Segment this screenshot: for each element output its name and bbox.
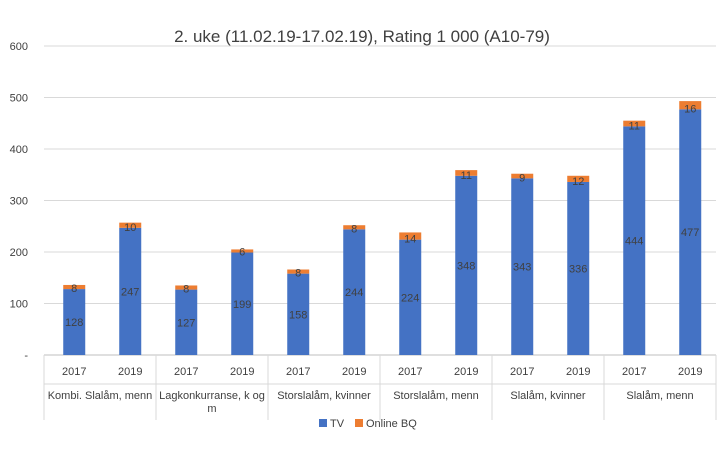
y-tick-label-3: 300	[10, 196, 28, 208]
y-tick-label-2: 200	[10, 247, 28, 259]
bar-online-2	[175, 285, 198, 290]
x-tick-label-year-0: 2017	[62, 366, 86, 378]
x-tick-label-year-8: 2017	[510, 366, 534, 378]
x-tick-label-year-5: 2019	[342, 366, 366, 378]
bar-online-11	[679, 101, 702, 110]
legend-label-online: Online BQ	[366, 418, 417, 430]
x-tick-label-year-1: 2019	[118, 366, 142, 378]
bar-tv-11	[679, 109, 702, 355]
bar-online-6	[399, 232, 422, 240]
x-group-label-1-line-0: Lagkonkurranse, k og	[159, 390, 265, 402]
bar-online-4	[287, 269, 310, 274]
y-tick-label-6: 600	[10, 41, 28, 53]
data-label-tv-11: 477	[681, 227, 699, 239]
data-label-online-1: 10	[124, 222, 136, 234]
x-tick-label-year-6: 2017	[398, 366, 422, 378]
data-label-tv-0: 128	[65, 317, 83, 329]
bar-online-9	[567, 175, 590, 182]
x-tick-label-year-9: 2019	[566, 366, 590, 378]
x-tick-label-year-4: 2017	[286, 366, 310, 378]
bar-tv-5	[343, 229, 366, 355]
bar-tv-9	[567, 181, 590, 355]
legend-swatch-online	[355, 419, 363, 427]
data-label-online-3: 6	[239, 247, 245, 259]
bar-tv-0	[63, 289, 86, 355]
x-group-label-3-line-0: Storslalåm, menn	[393, 390, 479, 402]
data-label-tv-1: 247	[121, 286, 139, 298]
data-label-online-5: 8	[351, 223, 357, 235]
y-tick-label-4: 400	[10, 144, 28, 156]
data-label-online-7: 11	[461, 170, 472, 182]
bar-online-10	[623, 120, 646, 127]
y-tick-label-5: 500	[10, 93, 28, 105]
x-tick-label-year-3: 2019	[230, 366, 254, 378]
data-label-online-0: 8	[71, 283, 77, 295]
data-label-online-8: 9	[519, 172, 525, 184]
bar-online-1	[119, 222, 142, 228]
bar-online-8	[511, 173, 534, 179]
data-label-tv-8: 343	[513, 262, 531, 274]
x-tick-label-year-2: 2017	[174, 366, 198, 378]
x-group-label-2-line-0: Storslalåm, kvinner	[277, 390, 371, 402]
legend-label-tv: TV	[330, 418, 345, 430]
bar-tv-2	[175, 289, 198, 355]
x-tick-label-year-7: 2019	[454, 366, 478, 378]
bar-online-0	[63, 284, 86, 290]
bar-tv-10	[623, 126, 646, 355]
x-group-label-5-line-0: Slalåm, menn	[626, 390, 693, 402]
data-label-tv-10: 444	[625, 236, 643, 248]
chart-title: 2. uke (11.02.19-17.02.19), Rating 1 000…	[174, 27, 550, 46]
y-tick-label-0: -	[24, 350, 28, 362]
x-tick-label-year-11: 2019	[678, 366, 702, 378]
data-label-online-9: 12	[572, 176, 584, 188]
data-label-online-4: 8	[295, 268, 301, 280]
legend-swatch-tv	[319, 419, 327, 427]
data-label-tv-6: 224	[401, 292, 419, 304]
y-tick-label-1: 100	[10, 299, 28, 311]
bar-online-3	[231, 249, 254, 253]
x-group-label-4-line-0: Slalåm, kvinner	[510, 390, 586, 402]
data-label-tv-2: 127	[177, 317, 195, 329]
x-tick-label-year-10: 2017	[622, 366, 646, 378]
bar-tv-6	[399, 239, 422, 355]
bar-tv-7	[455, 175, 478, 355]
data-label-online-11: 16	[684, 103, 696, 115]
data-label-online-10: 11	[629, 120, 640, 132]
data-label-tv-5: 244	[345, 287, 363, 299]
data-label-tv-9: 336	[569, 263, 587, 275]
data-label-tv-3: 199	[233, 299, 251, 311]
bar-tv-1	[119, 227, 142, 355]
x-group-label-1-line-1: m	[207, 403, 216, 415]
bar-online-7	[455, 170, 478, 176]
x-group-label-0-line-0: Kombi. Slalåm, menn	[48, 390, 153, 402]
bar-tv-4	[287, 273, 310, 355]
data-label-tv-7: 348	[457, 260, 475, 272]
data-label-online-6: 14	[404, 234, 416, 246]
bar-tv-8	[511, 178, 534, 355]
data-label-online-2: 8	[183, 284, 189, 296]
bar-tv-3	[231, 252, 254, 355]
bar-online-5	[343, 225, 366, 230]
data-label-tv-4: 158	[289, 309, 307, 321]
